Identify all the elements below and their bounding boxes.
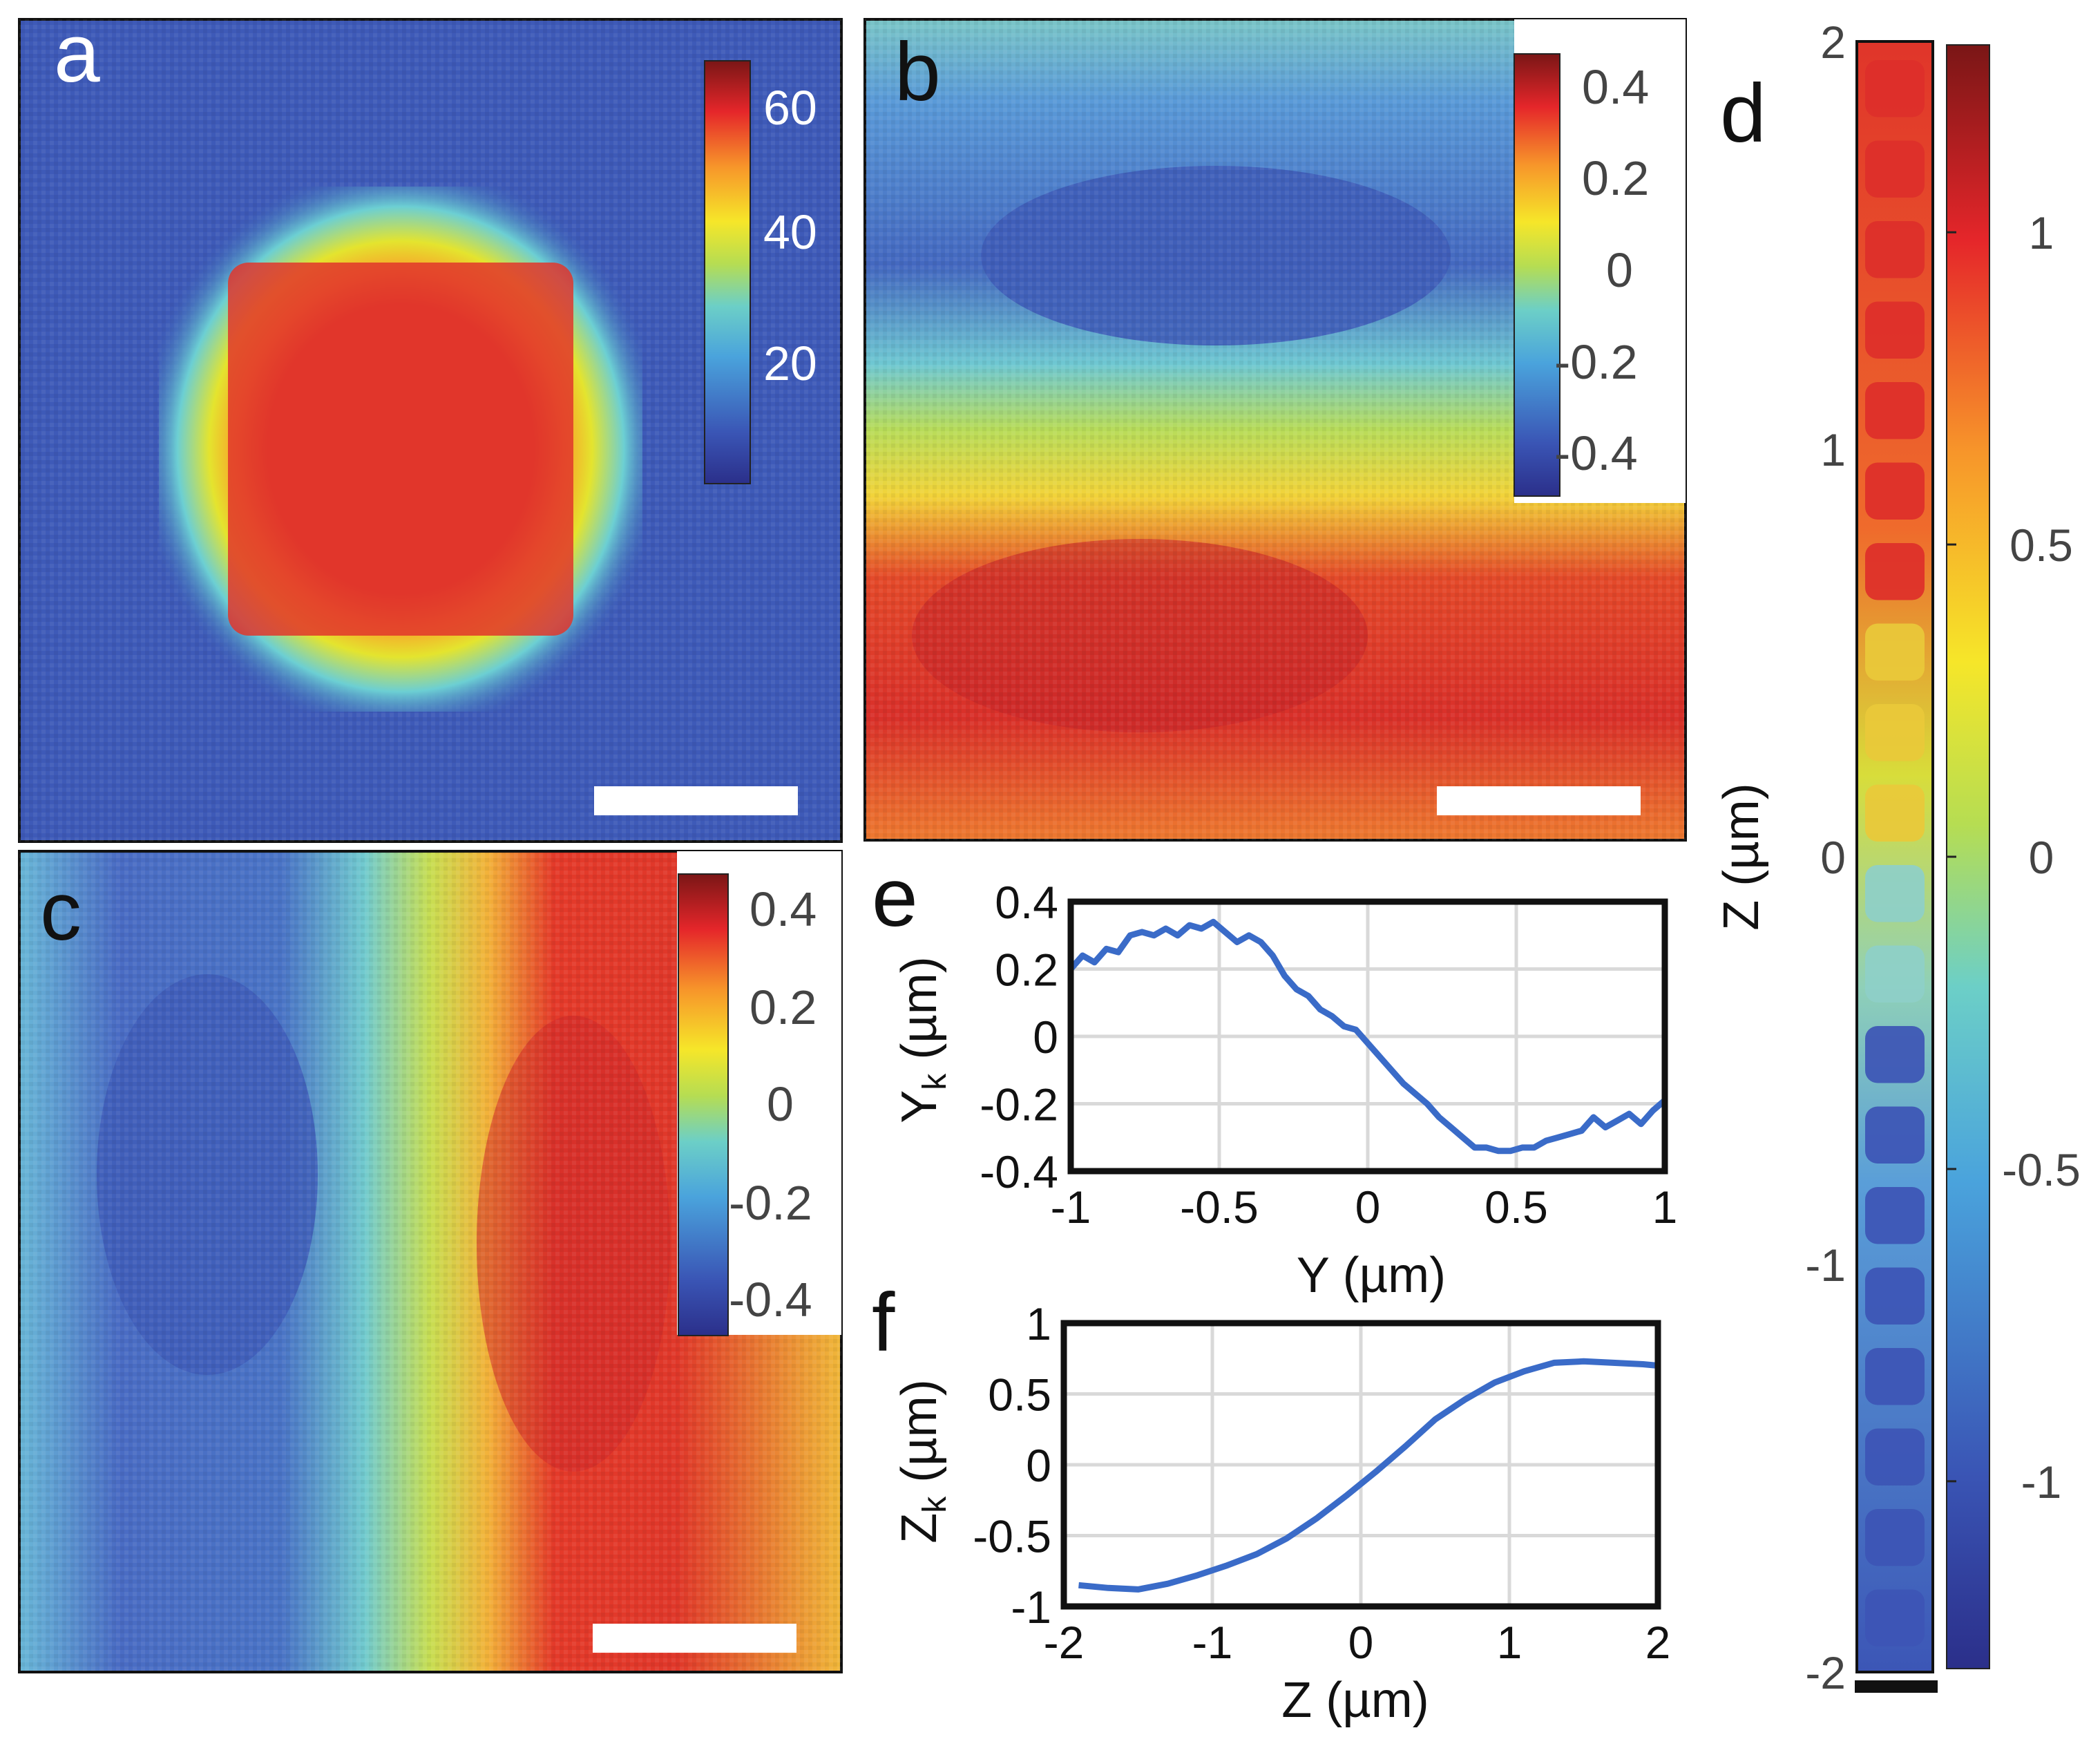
panel-f-series-line <box>1078 1358 1659 1593</box>
panel-f-plot: -2 -1 0 1 210.50-0.5-1 <box>973 1298 1670 1668</box>
panel-e-ytick-label: 0 <box>1033 1012 1058 1063</box>
panel-e-xtick-label: -0.5 <box>1180 1181 1259 1233</box>
panel-f-xlabel: Z (µm) <box>1281 1673 1429 1728</box>
panel-e-label: e <box>872 851 918 944</box>
panel-c-cbar-tick: 0 <box>767 1077 794 1131</box>
panel-f-xtick-label: -2 <box>1044 1617 1085 1668</box>
panel-b-scale-bar <box>1437 786 1641 815</box>
panel-b-label: b <box>895 26 941 118</box>
panel-b-cbar-tick: 0 <box>1606 243 1633 297</box>
panel-b-cbar-tick: 0.4 <box>1582 60 1649 114</box>
panel-d-cell <box>1865 543 1925 600</box>
panel-c-cbar-tick: 0.2 <box>750 980 817 1034</box>
panel-e-xtick-label: 0.5 <box>1485 1181 1548 1233</box>
panel-e-ytick-label: -0.4 <box>980 1146 1058 1197</box>
panel-d-ytick-label: 0 <box>1820 832 1846 883</box>
panel-d-cell <box>1865 1428 1925 1486</box>
panel-c-cbar-tick: 0.4 <box>750 882 817 936</box>
panel-c-cbar-tick: -0.2 <box>729 1176 812 1230</box>
panel-d-scale-bar <box>1855 1680 1938 1693</box>
panel-d-cell <box>1865 60 1925 117</box>
panel-e-ylabel: Yk (µm) <box>892 956 953 1123</box>
panel-d-cell <box>1865 221 1925 278</box>
panel-d-cbar-tick-label: 0.5 <box>2010 520 2073 571</box>
panel-d-ytick-label: -1 <box>1805 1240 1846 1291</box>
panel-d-cell <box>1865 1106 1925 1164</box>
panel-a-cbar-tick: 20 <box>763 336 817 390</box>
panel-e: e -1 -0.5 0 0.5 1 0.4 0.2 0 -0.2 -0.4 Y (µm) Yk (… <box>872 851 1677 1303</box>
panel-d-strip <box>1855 40 1934 1673</box>
panel-e-xtick-label: 0 <box>1355 1181 1381 1233</box>
panel-e-xlabel: Y (µm) <box>1297 1248 1446 1303</box>
panel-b-cbar-tick: -0.2 <box>1554 335 1638 389</box>
panel-f-xtick-label: -1 <box>1192 1617 1233 1668</box>
panel-a-cbar-tick: 40 <box>763 205 817 259</box>
panel-d-cbar-tick-label: 1 <box>2029 207 2054 258</box>
panel-a-label: a <box>54 7 100 99</box>
panel-d-cells <box>1865 60 1925 1646</box>
panel-d-cell <box>1865 462 1925 520</box>
panel-f-ytick-label: -1 <box>1011 1582 1051 1633</box>
panel-e-ytick-label: 0.4 <box>995 877 1058 928</box>
panel-d-ytick-label: 1 <box>1820 424 1846 475</box>
panel-f-xtick-label: 0 <box>1348 1617 1374 1668</box>
panel-e-ytick-label: -0.2 <box>980 1079 1058 1130</box>
panel-f-ytick-label: 0 <box>1026 1440 1051 1491</box>
panel-d-cbar-tick-label: -1 <box>2021 1456 2062 1508</box>
panel-d: d 2 1 0 -1 -2 Z (µm) 1 0.5 0 -0.5 -1 <box>1714 17 2081 1698</box>
panel-d-yticks: 2 1 0 -1 -2 <box>1805 17 1846 1698</box>
panel-d-label: d <box>1720 67 1766 160</box>
panel-d-cell <box>1865 1026 1925 1083</box>
panel-d-cell <box>1865 1267 1925 1325</box>
panel-d-cell <box>1865 1589 1925 1646</box>
panel-d-cell <box>1865 1509 1925 1566</box>
panel-c: 0.4 0.2 0 -0.2 -0.4 c <box>18 850 843 1673</box>
panel-a: 60 40 20 a <box>18 7 843 843</box>
panel-d-cell <box>1865 1187 1925 1244</box>
panel-e-xtick-label: -1 <box>1051 1181 1091 1233</box>
panel-d-ytick-label: 2 <box>1820 17 1846 68</box>
panel-d-cell <box>1865 382 1925 439</box>
panel-c-colorbar <box>678 873 729 1336</box>
panel-b-cbar-tick: 0.2 <box>1582 151 1649 205</box>
panel-f-ytick-label: 0.5 <box>988 1369 1051 1421</box>
panel-d-ylabel: Z (µm) <box>1714 783 1769 930</box>
panel-d-ytick-label: -2 <box>1805 1647 1846 1698</box>
panel-d-cell <box>1865 865 1925 922</box>
panel-d-cell <box>1865 301 1925 359</box>
panel-a-scale-bar <box>594 786 798 815</box>
panel-f-ytick-label: 1 <box>1026 1298 1051 1349</box>
panel-a-cbar-tick: 60 <box>763 81 817 135</box>
panel-f-ylabel: Zk (µm) <box>892 1379 953 1543</box>
panel-f-label: f <box>872 1276 895 1369</box>
panel-e-plot: -1 -0.5 0 0.5 1 0.4 0.2 0 -0.2 -0.4 <box>980 877 1677 1233</box>
panel-d-cell <box>1865 704 1925 761</box>
panel-d-cell <box>1865 623 1925 681</box>
panel-d-cell <box>1865 784 1925 842</box>
panel-e-series-line <box>1068 918 1667 1155</box>
panel-d-cbar-tick-label: 0 <box>2029 832 2054 883</box>
panel-f-ytick-label: -0.5 <box>973 1511 1051 1562</box>
panel-d-cbar-tick-label: -0.5 <box>2002 1144 2081 1195</box>
panel-d-cell <box>1865 945 1925 1003</box>
panel-b: 0.4 0.2 0 -0.2 -0.4 b <box>863 18 1687 842</box>
panel-a-colorbar <box>704 60 751 484</box>
panel-f-axes-frame <box>1060 1320 1661 1610</box>
panel-e-axes-frame <box>1067 898 1668 1175</box>
panel-f-xtick-label: 1 <box>1497 1617 1522 1668</box>
panel-c-scale-bar <box>593 1624 796 1653</box>
panel-c-label: c <box>40 865 82 958</box>
panel-d-cell <box>1865 140 1925 198</box>
panel-d-cbar-ticks: 1 0.5 0 -0.5 -1 <box>1947 207 2081 1508</box>
panel-b-cbar-tick: -0.4 <box>1554 426 1638 480</box>
panel-e-xtick-label: 1 <box>1652 1181 1678 1233</box>
panel-d-cell <box>1865 1348 1925 1405</box>
panel-b-colorbar <box>1514 53 1560 497</box>
panel-e-ytick-label: 0.2 <box>995 945 1058 996</box>
panel-f-xtick-label: 2 <box>1645 1617 1671 1668</box>
panel-c-cbar-tick: -0.4 <box>729 1273 812 1327</box>
panel-f: f -2 -1 0 1 210.50-0.5-1 Z (µm) Zk (µm) <box>872 1276 1670 1728</box>
